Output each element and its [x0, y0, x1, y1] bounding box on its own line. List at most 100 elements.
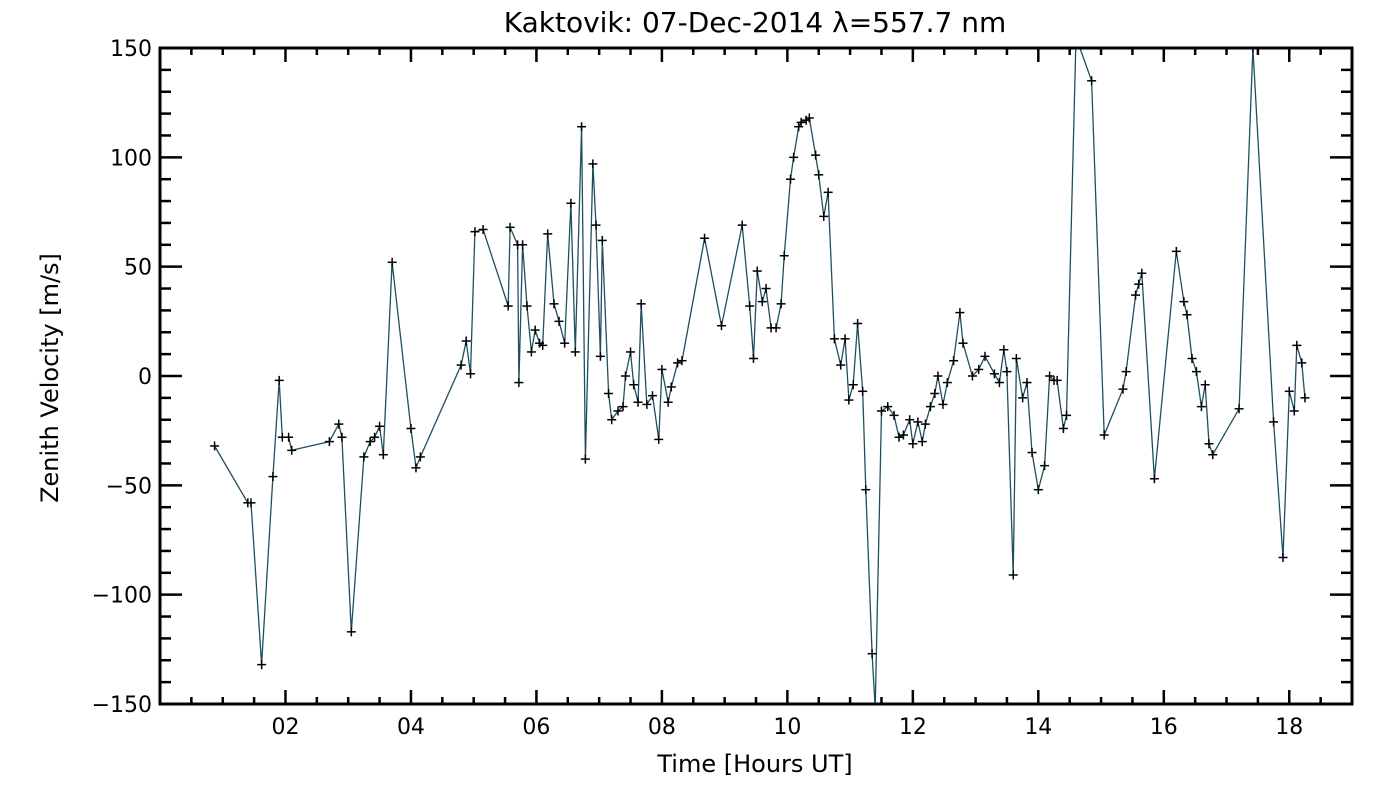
data-point: [771, 323, 781, 333]
data-point: [274, 375, 284, 385]
data-point: [324, 437, 334, 447]
data-point: [1204, 439, 1214, 449]
data-point: [908, 439, 918, 449]
y-tick-label: −100: [92, 584, 152, 609]
data-point: [210, 441, 220, 451]
data-point: [642, 399, 652, 409]
data-point: [819, 211, 829, 221]
data-point: [894, 432, 904, 442]
data-point: [505, 222, 515, 232]
data-point: [823, 187, 833, 197]
y-tick-label: −50: [106, 474, 152, 499]
data-point: [518, 240, 528, 250]
data-point: [613, 406, 623, 416]
data-point: [588, 159, 598, 169]
data-point: [337, 432, 347, 442]
data-point: [1040, 461, 1050, 471]
data-point: [268, 472, 278, 482]
data-point: [933, 371, 943, 381]
data-point: [994, 378, 1004, 388]
data-point: [757, 297, 767, 307]
data-point: [967, 371, 977, 381]
data-point: [549, 299, 559, 309]
data-point: [905, 415, 915, 425]
data-point: [334, 419, 344, 429]
data-point: [411, 463, 421, 473]
data-point: [1187, 354, 1197, 364]
data-point: [930, 388, 940, 398]
data-point: [1300, 393, 1310, 403]
y-tick-label: 50: [124, 256, 152, 281]
data-point: [287, 445, 297, 455]
data-point: [942, 378, 952, 388]
data-point: [1121, 367, 1131, 377]
x-tick-label: 04: [397, 715, 425, 740]
data-point: [387, 257, 397, 267]
data-point: [1033, 485, 1043, 495]
data-point: [1134, 279, 1144, 289]
data-point: [840, 334, 850, 344]
data-point: [1234, 404, 1244, 414]
data-point: [1087, 76, 1097, 86]
data-point: [1118, 384, 1128, 394]
data-point: [761, 284, 771, 294]
data-point: [1062, 410, 1072, 420]
data-point: [406, 423, 416, 433]
data-point: [246, 498, 256, 508]
data-point: [577, 122, 587, 132]
data-point: [786, 174, 796, 184]
data-point: [526, 347, 536, 357]
data-point: [925, 402, 935, 412]
data-point: [1099, 430, 1109, 440]
data-point: [1289, 406, 1299, 416]
data-point: [745, 301, 755, 311]
data-point: [844, 395, 854, 405]
data-point: [470, 227, 480, 237]
data-point: [776, 299, 786, 309]
data-point: [365, 437, 375, 447]
data-point: [1269, 417, 1279, 427]
data-point: [920, 419, 930, 429]
data-point: [657, 364, 667, 374]
data-point: [958, 338, 968, 348]
data-point: [591, 220, 601, 230]
data-point: [618, 402, 628, 412]
data-point: [1149, 474, 1159, 484]
data-point: [554, 316, 564, 326]
data-point: [673, 358, 683, 368]
data-point: [580, 454, 590, 464]
data-point: [538, 340, 548, 350]
plot-frame: [158, 46, 1354, 706]
data-point: [461, 336, 471, 346]
data-point: [1191, 367, 1201, 377]
data-point: [604, 388, 614, 398]
data-point: [1248, 48, 1258, 53]
chart-title: Kaktovik: 07-Dec-2014 λ=557.7 nm: [504, 6, 1007, 39]
data-point: [1182, 310, 1192, 320]
data-point: [752, 266, 762, 276]
data-point: [1292, 340, 1302, 350]
data-point: [629, 380, 639, 390]
data-point: [456, 360, 466, 370]
data-point: [811, 150, 821, 160]
data-point: [1196, 402, 1206, 412]
data-point: [478, 224, 488, 234]
data-point: [796, 117, 806, 127]
data-point: [621, 371, 631, 381]
data-point: [748, 354, 758, 364]
y-tick-label: 150: [110, 37, 152, 62]
data-point: [1208, 450, 1218, 460]
data-point: [595, 351, 605, 361]
data-point: [378, 450, 388, 460]
data-point: [949, 356, 959, 366]
x-axis-label: Time [Hours UT]: [656, 750, 852, 778]
x-tick-label: 06: [522, 715, 550, 740]
data-point: [1011, 354, 1021, 364]
y-tick-label: 100: [110, 146, 152, 171]
data-point: [829, 334, 839, 344]
data-point: [666, 382, 676, 392]
data-point: [1022, 378, 1032, 388]
data-point: [980, 351, 990, 361]
x-tick-label: 12: [899, 715, 927, 740]
x-tick-label: 10: [773, 715, 801, 740]
